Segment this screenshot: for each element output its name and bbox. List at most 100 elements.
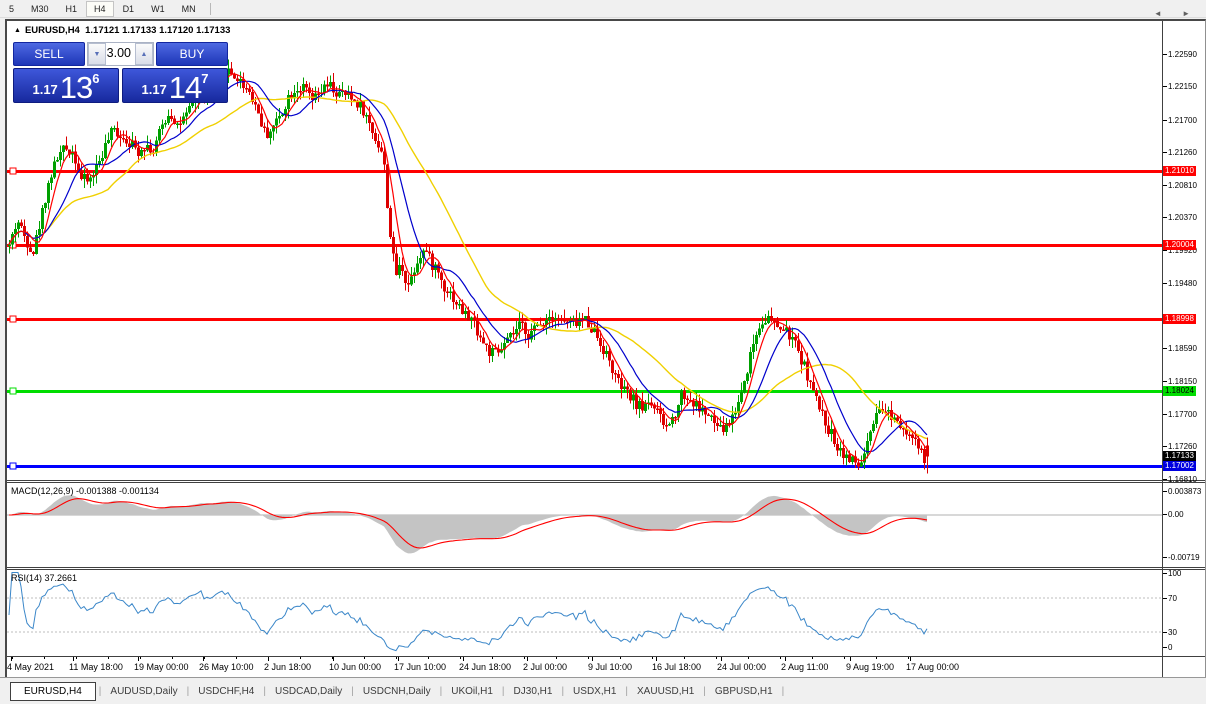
tab-GBPUSD-H1[interactable]: GBPUSD,H1 [714, 685, 773, 697]
price-tick: 1.19480 [1163, 279, 1197, 288]
date-minor-tick [876, 657, 877, 659]
rsi-indicator-panel[interactable]: RSI(14) 37.2661 [7, 570, 1205, 655]
rsi-canvas[interactable] [7, 570, 1162, 655]
buy-price-prefix: 1.17 [141, 82, 167, 97]
buy-button[interactable]: BUY [156, 42, 228, 66]
volume-spinner: ▼ 3.00 ▲ [87, 42, 154, 66]
tab-separator: | [501, 685, 505, 697]
macd-canvas[interactable] [7, 483, 1162, 567]
price-badge-1.18998: 1.18998 [1163, 314, 1196, 324]
price-tick: 1.17260 [1163, 442, 1197, 451]
tab-DJ30-H1[interactable]: DJ30,H1 [513, 685, 553, 697]
timeframe-button-H1[interactable]: H1 [65, 3, 78, 14]
date-minor-tick [812, 657, 813, 659]
tab-separator: | [263, 685, 266, 697]
price-tick: 1.18150 [1163, 377, 1197, 386]
date-minor-tick [556, 657, 557, 659]
price-axis[interactable]: 1.22590 1.22150 1.21700 1.21260 1.20810 1.203… [1162, 21, 1205, 677]
tab-XAUUSD-H1[interactable]: XAUUSD,H1 [637, 685, 695, 697]
tab-USDX-H1[interactable]: USDX,H1 [573, 685, 617, 697]
macd-label: MACD(12,26,9) -0.001388 -0.001134 [11, 486, 159, 496]
panel-splitter[interactable] [7, 480, 1205, 483]
timeframe-button-MN[interactable]: MN [181, 3, 196, 14]
price-tick: 1.16810 [1163, 475, 1197, 484]
timeframe-button-H4[interactable]: H4 [86, 0, 114, 17]
tab-separator: | [186, 685, 190, 697]
price-tick: 1.19920 [1163, 246, 1197, 255]
date-minor-tick [236, 657, 237, 659]
date-label: 26 May 10:00 [199, 662, 254, 672]
panel-splitter[interactable] [7, 567, 1205, 570]
date-label: 16 Jul 18:00 [652, 662, 702, 672]
timeframe-toolbar: 5 M30 H1 H4 D1 W1 MN [0, 0, 1206, 18]
date-minor-tick [748, 657, 749, 659]
price-chart-panel[interactable]: ▲ EURUSD,H4 1.17121 1.17133 1.17120 1.171… [7, 21, 1205, 480]
date-major-tick [785, 657, 786, 661]
date-axis[interactable]: 4 May 2021 11 May 18:00 19 May 00:00 26 May… [7, 656, 1205, 677]
price-badge-1.17133: 1.17133 [1163, 451, 1196, 461]
date-label: 2 Jul 00:00 [523, 662, 568, 672]
chart-window: ▲ EURUSD,H4 1.17121 1.17133 1.17120 1.171… [5, 19, 1206, 677]
date-label: 17 Aug 00:00 [906, 662, 960, 672]
date-minor-tick [204, 657, 205, 659]
tab-USDCNH-Daily[interactable]: USDCNH,Daily [362, 685, 431, 697]
date-major-tick [463, 657, 464, 661]
timeframe-button-D1[interactable]: D1 [122, 3, 135, 14]
tab-scroll-right-icon[interactable]: ► [1182, 9, 1190, 18]
timeframe-button-5[interactable]: 5 [9, 3, 15, 14]
date-minor-tick [108, 657, 109, 659]
date-major-tick [656, 657, 657, 661]
ma-slow-line [8, 96, 928, 440]
date-major-tick [527, 657, 528, 661]
price-badge-1.18024: 1.18024 [1163, 386, 1196, 396]
toolbar-separator [209, 2, 211, 15]
date-major-tick [268, 657, 269, 661]
macd-signal-line [8, 498, 928, 549]
date-minor-tick [140, 657, 141, 659]
chart-tab-bar: EURUSD,H4 | AUDUSD,Daily | USDCHF,H4 | USDCAD,… [0, 677, 1206, 704]
tab-USDCHF-H4[interactable]: USDCHF,H4 [198, 685, 255, 697]
date-label: 2 Jun 18:00 [264, 662, 312, 672]
volume-increase-button[interactable]: ▲ [135, 43, 153, 65]
collapse-panel-icon[interactable]: ▲ [14, 27, 21, 34]
date-minor-tick [588, 657, 589, 659]
tab-USDCAD-Daily[interactable]: USDCAD,Daily [274, 685, 343, 697]
tab-UKOil-H1[interactable]: UKOil,H1 [451, 685, 493, 697]
timeframe-button-W1[interactable]: W1 [151, 3, 165, 14]
date-minor-tick [332, 657, 333, 659]
rsi-label: RSI(14) 37.2661 [11, 573, 78, 583]
date-minor-tick [300, 657, 301, 659]
volume-input[interactable]: 3.00 [106, 43, 135, 65]
rsi-axis-tick: 0 [1162, 643, 1173, 652]
date-label: 10 Jun 00:00 [329, 662, 382, 672]
tab-separator: | [439, 685, 443, 697]
rsi-axis-tick: 70 [1163, 594, 1177, 603]
date-major-tick [333, 657, 334, 661]
tab-AUDUSD-Daily[interactable]: AUDUSD,Daily [110, 685, 178, 697]
buy-price-pip: 7 [201, 71, 209, 86]
price-badge-1.21010: 1.21010 [1163, 166, 1196, 176]
sell-button[interactable]: SELL [13, 42, 85, 66]
timeframe-button-M30[interactable]: M30 [31, 3, 49, 14]
tab-scroll-arrows: ◄ ► [1136, 9, 1190, 18]
macd-axis-tick: 0.00 [1163, 510, 1184, 519]
date-label: 9 Aug 19:00 [846, 662, 895, 672]
tab-separator: | [625, 685, 629, 697]
date-minor-tick [428, 657, 429, 659]
buy-price-box[interactable]: 1.17 14 7 [122, 68, 228, 103]
volume-decrease-button[interactable]: ▼ [88, 43, 106, 65]
tab-EURUSD-H4[interactable]: EURUSD,H4 [10, 681, 96, 701]
macd-histogram [9, 495, 927, 554]
price-tick: 1.21260 [1163, 148, 1197, 157]
price-tick: 1.18590 [1163, 344, 1197, 353]
sell-price-box[interactable]: 1.17 13 6 [13, 68, 119, 103]
tab-scroll-left-icon[interactable]: ◄ [1153, 9, 1162, 18]
rsi-line [8, 572, 928, 652]
ma-mid-line [8, 80, 928, 453]
price-chart-canvas[interactable] [7, 21, 1162, 480]
date-label: 11 May 18:00 [69, 662, 123, 672]
date-label: 9 Jul 10:00 [588, 662, 633, 672]
date-minor-tick [460, 657, 461, 659]
macd-indicator-panel[interactable]: MACD(12,26,9) -0.001388 -0.001134 [7, 483, 1205, 567]
sell-price-prefix: 1.17 [32, 82, 58, 97]
